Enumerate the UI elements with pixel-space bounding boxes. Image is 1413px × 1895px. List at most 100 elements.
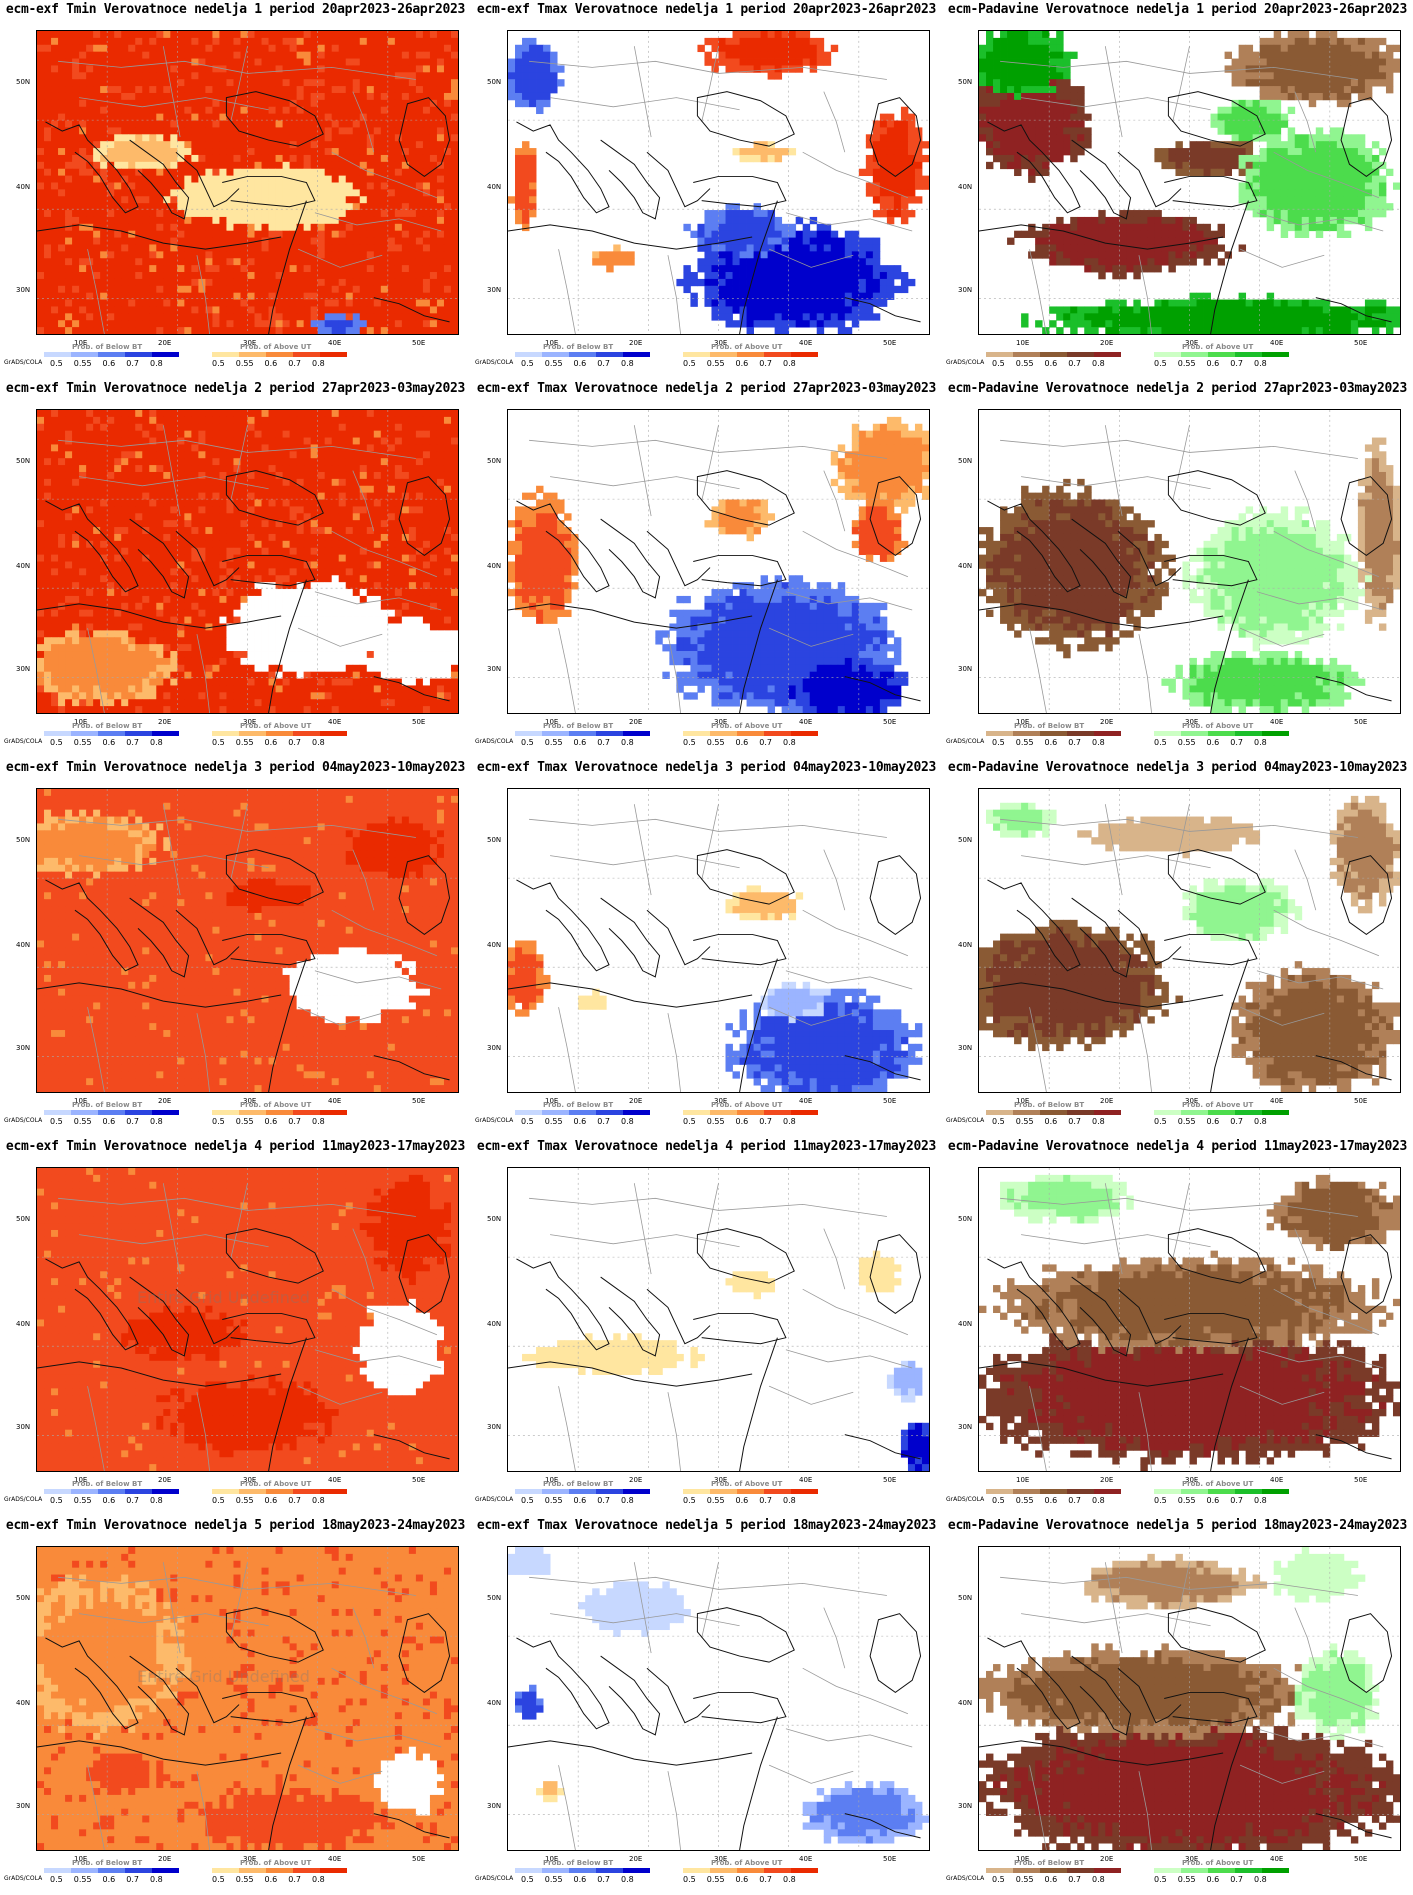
forecast-panel: ecm-exf Tmax Verovatnoce nedelja 2 perio… (471, 379, 942, 758)
colorbar-tick-label: 0.8 (312, 359, 325, 368)
longitude-label: 30E (1185, 1097, 1198, 1105)
panel-title: ecm-Padavine Verovatnoce nedelja 2 perio… (942, 381, 1413, 396)
colorbar-swatch (1094, 1110, 1121, 1115)
colorbar-swatch (515, 731, 542, 736)
colorbar-tick-label: 0.8 (312, 738, 325, 747)
probability-map (978, 788, 1401, 1093)
panel-title: ecm-Padavine Verovatnoce nedelja 4 perio… (942, 1139, 1413, 1154)
colorbar-ticks: 0.5 0.55 0.6 0.7 0.8 (50, 1875, 163, 1884)
colorbar-tick-label: 0.55 (1016, 738, 1034, 747)
colorbar-swatch (1040, 1110, 1067, 1115)
colorbar-swatch (152, 1868, 179, 1873)
probability-map (978, 1167, 1401, 1472)
colorbar (44, 1110, 179, 1115)
latitude-label: 50N (16, 836, 30, 844)
colorbar-swatch (152, 1110, 179, 1115)
colorbar-ticks: 0.5 0.55 0.6 0.7 0.8 (521, 738, 634, 747)
colorbar-ticks: 0.5 0.55 0.6 0.7 0.8 (50, 359, 163, 368)
longitude-label: 10E (545, 1097, 558, 1105)
colorbar-tick-label: 0.6 (574, 359, 587, 368)
colorbar-title: Prob. of Above UT (240, 1859, 311, 1867)
colorbar-swatch (986, 1110, 1013, 1115)
colorbar-tick-label: 0.55 (1016, 1496, 1034, 1505)
colorbar-tick-label: 0.7 (1068, 359, 1081, 368)
longitude-label: 40E (328, 1476, 341, 1484)
longitude-label: 50E (1354, 339, 1367, 347)
colorbar-title: Prob. of Below BT (72, 722, 142, 730)
colorbar-swatch (737, 1868, 764, 1873)
latitude-label: 40N (487, 183, 501, 191)
colorbar-ticks: 0.5 0.55 0.6 0.7 0.8 (683, 738, 796, 747)
colorbar-swatch (1040, 352, 1067, 357)
colorbar (515, 352, 650, 357)
colorbar-swatch (737, 1110, 764, 1115)
colorbar (683, 1110, 818, 1115)
colorbar-swatch (1094, 1868, 1121, 1873)
colorbar-swatch (683, 731, 710, 736)
colorbar (515, 1868, 650, 1873)
latitude-label: 40N (958, 941, 972, 949)
colorbar-tick-label: 0.8 (312, 1117, 325, 1126)
probability-map (978, 30, 1401, 335)
colorbar-tick-label: 0.6 (265, 738, 278, 747)
colorbar-swatch (1262, 1110, 1289, 1115)
longitude-label: 20E (1100, 1097, 1113, 1105)
grads-credit: GrADS/COLA (946, 1117, 984, 1124)
colorbar-swatch (1154, 731, 1181, 736)
colorbar-tick-label: 0.5 (992, 359, 1005, 368)
probability-map (36, 788, 459, 1093)
colorbar-swatch (515, 1489, 542, 1494)
colorbar-title: Prob. of Above UT (240, 343, 311, 351)
colorbar-ticks: 0.5 0.55 0.6 0.7 0.8 (521, 1117, 634, 1126)
colorbar-swatch (1040, 1489, 1067, 1494)
colorbar-tick-label: 0.55 (236, 359, 254, 368)
colorbar-tick-label: 0.8 (1092, 738, 1105, 747)
colorbar-ticks: 0.5 0.55 0.6 0.7 0.8 (683, 1117, 796, 1126)
colorbar (986, 731, 1121, 736)
colorbar-tick-label: 0.5 (521, 1496, 534, 1505)
panel-title: ecm-exf Tmax Verovatnoce nedelja 3 perio… (471, 760, 942, 775)
colorbar-swatch (1208, 352, 1235, 357)
map-field (508, 1547, 929, 1850)
colorbar-tick-label: 0.8 (783, 359, 796, 368)
colorbar-swatch (596, 1110, 623, 1115)
colorbar-swatch (1094, 1489, 1121, 1494)
colorbar-tick-label: 0.55 (1178, 1875, 1196, 1884)
map-field (979, 1168, 1400, 1471)
colorbar-ticks: 0.5 0.55 0.6 0.7 0.8 (1154, 359, 1267, 368)
longitude-label: 50E (412, 718, 425, 726)
forecast-panel: ecm-exf Tmin Verovatnoce nedelja 5 perio… (0, 1516, 471, 1895)
colorbar-ticks: 0.5 0.55 0.6 0.7 0.8 (212, 1496, 325, 1505)
longitude-label: 10E (1016, 1476, 1029, 1484)
colorbar-swatch (293, 1489, 320, 1494)
colorbar-tick-label: 0.5 (212, 1875, 225, 1884)
colorbar-swatch (1040, 731, 1067, 736)
longitude-label: 30E (243, 1097, 256, 1105)
colorbar-tick-label: 0.6 (736, 1875, 749, 1884)
colorbar-tick-label: 0.6 (1045, 738, 1058, 747)
colorbar-swatch (71, 1110, 98, 1115)
colorbar-title: Prob. of Above UT (240, 1480, 311, 1488)
longitude-label: 40E (799, 1476, 812, 1484)
longitude-label: 30E (714, 718, 727, 726)
longitude-label: 10E (74, 339, 87, 347)
longitude-label: 40E (1270, 339, 1283, 347)
probability-map (507, 788, 930, 1093)
colorbar-title: Prob. of Above UT (1182, 1480, 1253, 1488)
colorbar-tick-label: 0.7 (126, 738, 139, 747)
latitude-label: 40N (958, 562, 972, 570)
colorbar (1154, 1110, 1289, 1115)
colorbar-swatch (320, 352, 347, 357)
probability-map (507, 1167, 930, 1472)
colorbar-swatch (212, 1868, 239, 1873)
longitude-label: 10E (545, 1476, 558, 1484)
colorbar-tick-label: 0.8 (1092, 1117, 1105, 1126)
colorbar-tick-label: 0.8 (621, 359, 634, 368)
colorbar-tick-label: 0.6 (103, 738, 116, 747)
grads-credit: GrADS/COLA (946, 738, 984, 745)
colorbar-title: Prob. of Below BT (543, 1859, 613, 1867)
colorbar-tick-label: 0.55 (707, 738, 725, 747)
latitude-label: 40N (16, 562, 30, 570)
colorbar (212, 1489, 347, 1494)
colorbar-tick-label: 0.5 (521, 359, 534, 368)
